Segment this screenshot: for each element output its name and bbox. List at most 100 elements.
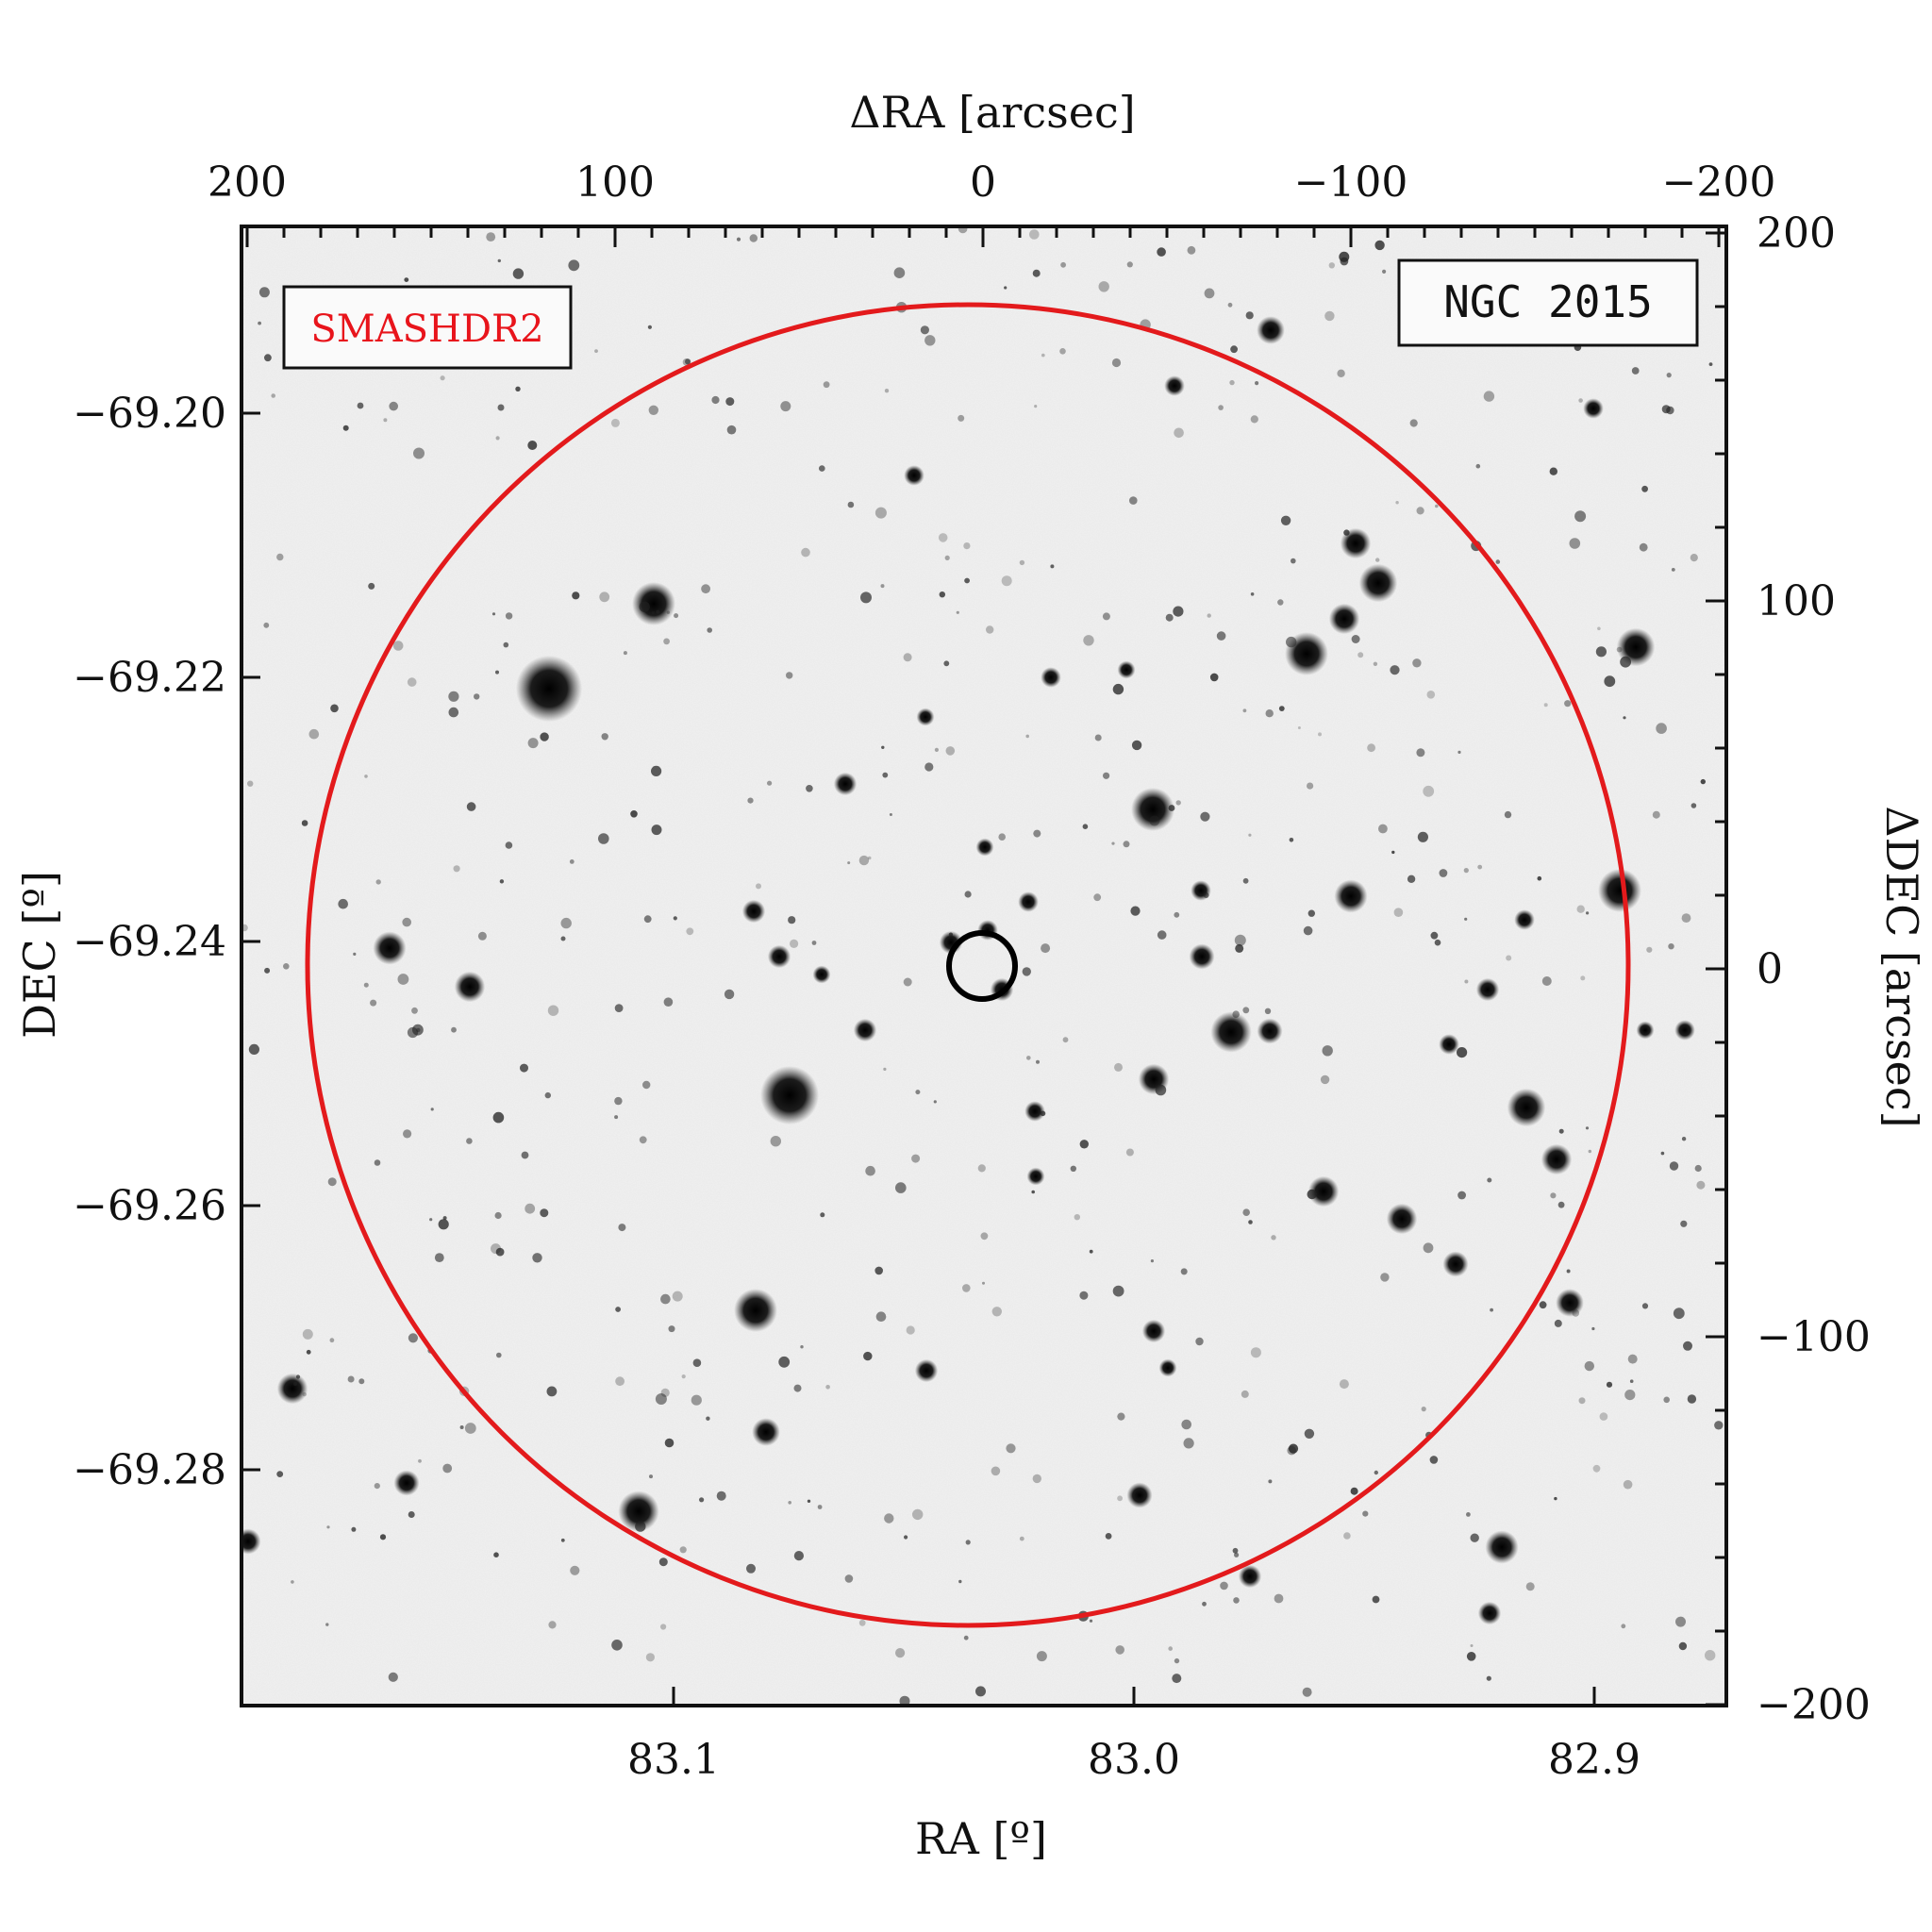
faint-star-40: [383, 418, 388, 423]
faint-star-322: [681, 1374, 686, 1379]
faint-star-302: [505, 841, 513, 849]
right-axis-title: ΔDEC [arcsec]: [1876, 806, 1927, 1127]
faint-star-154: [1572, 1309, 1580, 1317]
faint-star-359: [397, 974, 409, 985]
star-11: [1210, 1011, 1252, 1053]
faint-star-422: [1620, 656, 1631, 668]
star-43: [1026, 1167, 1045, 1186]
faint-star-102: [685, 358, 691, 365]
left-tick-label-4: −69.28: [73, 1446, 226, 1494]
faint-star-122: [247, 780, 254, 787]
faint-star-405: [1629, 1379, 1634, 1383]
faint-star-475: [880, 584, 885, 589]
faint-star-461: [915, 1090, 921, 1095]
star-40: [1018, 891, 1039, 912]
faint-star-482: [338, 898, 349, 909]
faint-star-397: [863, 1351, 873, 1361]
faint-star-183: [1549, 467, 1558, 475]
star-38: [1189, 943, 1215, 970]
faint-star-515: [1180, 1268, 1188, 1275]
faint-star-43: [379, 1534, 387, 1541]
faint-star-49: [924, 762, 934, 772]
faint-star-295: [1255, 381, 1259, 386]
faint-star-56: [1302, 1687, 1312, 1697]
faint-star-88: [276, 1471, 284, 1477]
faint-star-444: [353, 952, 357, 957]
faint-star-100: [1435, 504, 1439, 508]
faint-star-279: [499, 879, 505, 884]
faint-star-466: [358, 1378, 365, 1385]
faint-star-171: [568, 259, 580, 272]
faint-star-327: [1673, 1307, 1685, 1320]
faint-star-144: [725, 397, 735, 407]
faint-star-65: [1375, 558, 1380, 562]
faint-star-18: [1150, 1259, 1154, 1263]
faint-star-417: [881, 745, 885, 749]
faint-star-324: [1477, 864, 1483, 870]
target-label-frame: [1397, 258, 1699, 347]
star-18: [1386, 1203, 1418, 1235]
top-tick-label-3: −100: [1294, 158, 1408, 207]
bottom-tick-label-2: 82.9: [1548, 1736, 1641, 1784]
faint-star-193: [1343, 1532, 1351, 1540]
faint-star-79: [388, 1672, 398, 1682]
faint-star-113: [486, 232, 496, 242]
faint-star-331: [1265, 709, 1274, 718]
survey-label-frame: [282, 285, 573, 370]
star-15: [1507, 1088, 1546, 1127]
faint-star-67: [330, 704, 339, 713]
faint-star-407: [958, 414, 965, 422]
faint-star-371: [639, 1136, 647, 1144]
faint-star-462: [1578, 1397, 1586, 1405]
star-33: [242, 1528, 261, 1555]
faint-star-69: [977, 1164, 986, 1173]
star-8: [1131, 788, 1174, 831]
star-44: [1141, 1319, 1166, 1343]
faint-star-112: [647, 325, 653, 329]
faint-star-476: [464, 1423, 476, 1434]
star-14: [1257, 1018, 1283, 1044]
faint-star-248: [924, 335, 936, 346]
faint-star-305: [1525, 1582, 1535, 1591]
faint-star-172: [1417, 831, 1428, 842]
faint-star-379: [817, 1505, 823, 1509]
faint-star-37: [1006, 1443, 1016, 1454]
faint-star-297: [1426, 691, 1436, 699]
faint-star-336: [418, 1458, 422, 1463]
faint-star-274: [1130, 906, 1141, 916]
faint-star-198: [1250, 592, 1255, 596]
faint-star-411: [895, 1648, 906, 1658]
faint-star-125: [1126, 261, 1133, 268]
faint-star-427: [1286, 636, 1297, 648]
faint-star-16: [663, 638, 670, 645]
faint-star-454: [540, 1208, 549, 1218]
faint-star-382: [706, 1416, 710, 1421]
faint-star-503: [1464, 979, 1469, 984]
star-37: [1024, 1101, 1045, 1122]
faint-star-58: [1125, 1148, 1134, 1157]
faint-star-514: [1350, 1487, 1358, 1495]
faint-star-170: [1639, 542, 1648, 552]
faint-star-373: [1367, 743, 1375, 753]
faint-star-467: [1683, 1341, 1692, 1351]
faint-star-87: [801, 547, 810, 558]
faint-star-187: [1245, 311, 1254, 320]
faint-star-75: [1680, 1220, 1688, 1227]
faint-star-179: [276, 553, 284, 561]
faint-star-146: [975, 1686, 986, 1697]
faint-star-283: [1671, 568, 1675, 572]
faint-star-50: [1094, 734, 1102, 741]
faint-star-367: [1297, 726, 1301, 729]
faint-star-256: [1183, 1438, 1194, 1449]
faint-star-320: [1174, 427, 1184, 439]
left-tick-label-3: −69.26: [73, 1182, 226, 1230]
faint-star-70: [1439, 869, 1448, 877]
faint-star-479: [674, 613, 679, 619]
faint-star-118: [1337, 369, 1345, 377]
right-tick-label-2: 0: [1757, 945, 1783, 993]
faint-star-153: [1168, 805, 1175, 811]
sky-image: [242, 226, 1726, 1706]
faint-star-26: [368, 582, 375, 590]
faint-star-392: [912, 1508, 924, 1521]
faint-star-431: [904, 1535, 908, 1540]
